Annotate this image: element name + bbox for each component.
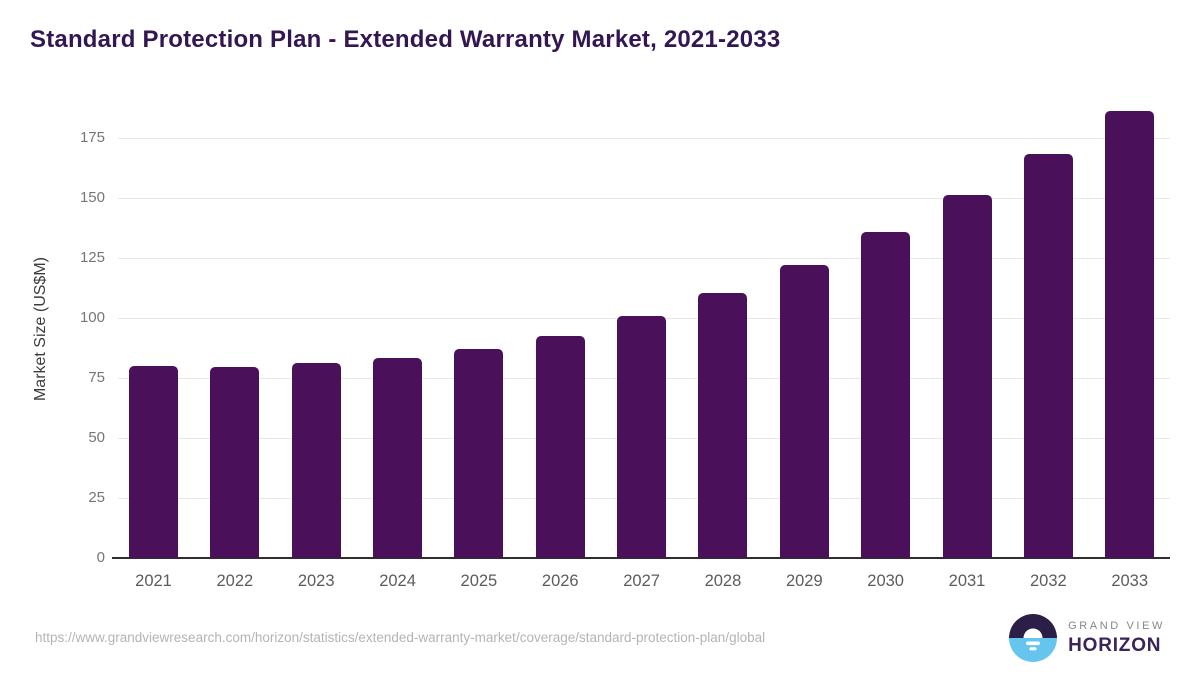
bar-2024: [373, 358, 423, 558]
y-tick-label-25: 25: [88, 489, 105, 507]
y-axis-title: Market Size (US$M): [32, 256, 49, 402]
x-tick-label-2030: 2030: [867, 572, 904, 590]
x-tick-label-2032: 2032: [1029, 572, 1067, 590]
x-tick-label-2022: 2022: [216, 572, 254, 590]
chart-title: Standard Protection Plan - Extended Warr…: [30, 26, 781, 53]
bar-2023: [291, 362, 341, 558]
gridline-125: [118, 257, 1170, 259]
bar-2033: [1105, 111, 1155, 558]
x-axis-line: [112, 557, 1170, 559]
x-tick-label-2023: 2023: [297, 572, 335, 590]
y-tick-label-100: 100: [79, 309, 105, 327]
y-axis-title-container: Market Size (US$M): [30, 100, 52, 558]
x-tick-label-2028: 2028: [704, 572, 742, 590]
plot-area: 0 25 50 75 100 125 150 175 2021 2022 2023 2024 2025 2…: [80, 100, 1170, 590]
brand-logo: GRAND VIEW HORIZON: [1009, 614, 1165, 662]
x-tick-label-2024: 2024: [379, 572, 416, 590]
y-tick-label-50: 50: [88, 429, 105, 447]
bar-2028: [698, 293, 748, 558]
x-tick-label-2026: 2026: [541, 572, 579, 590]
brand-name-top: GRAND VIEW: [1068, 619, 1165, 632]
y-tick-label-150: 150: [79, 189, 105, 207]
bar-2026: [535, 335, 585, 558]
x-tick-label-2027: 2027: [623, 572, 660, 590]
bar-2031: [942, 195, 992, 558]
bar-2022: [210, 367, 260, 558]
y-tick-label-75: 75: [88, 369, 105, 387]
gridline-150: [118, 197, 1170, 199]
x-tick-label-2029: 2029: [785, 572, 823, 590]
brand-name-bottom: HORIZON: [1068, 634, 1162, 656]
bar-2030: [861, 232, 911, 558]
gridline-175: [118, 137, 1170, 139]
brand-text: GRAND VIEW HORIZON: [1068, 620, 1165, 657]
source-url-text: https://www.grandviewresearch.com/horizo…: [35, 630, 766, 645]
bar-2029: [779, 265, 829, 558]
horizon-sunrise-circle-icon: [1009, 614, 1058, 662]
x-tick-label-2033: 2033: [1111, 572, 1149, 590]
y-tick-label-175: 175: [79, 129, 105, 147]
y-tick-label-125: 125: [79, 249, 105, 267]
bar-2021: [129, 366, 178, 558]
x-tick-label-2031: 2031: [948, 572, 986, 590]
x-tick-label-2025: 2025: [460, 572, 498, 590]
y-tick-label-0: 0: [96, 549, 105, 566]
bar-2032: [1023, 153, 1073, 558]
bar-2027: [617, 315, 667, 558]
x-tick-label-2021: 2021: [135, 572, 172, 590]
bar-2025: [454, 348, 504, 558]
